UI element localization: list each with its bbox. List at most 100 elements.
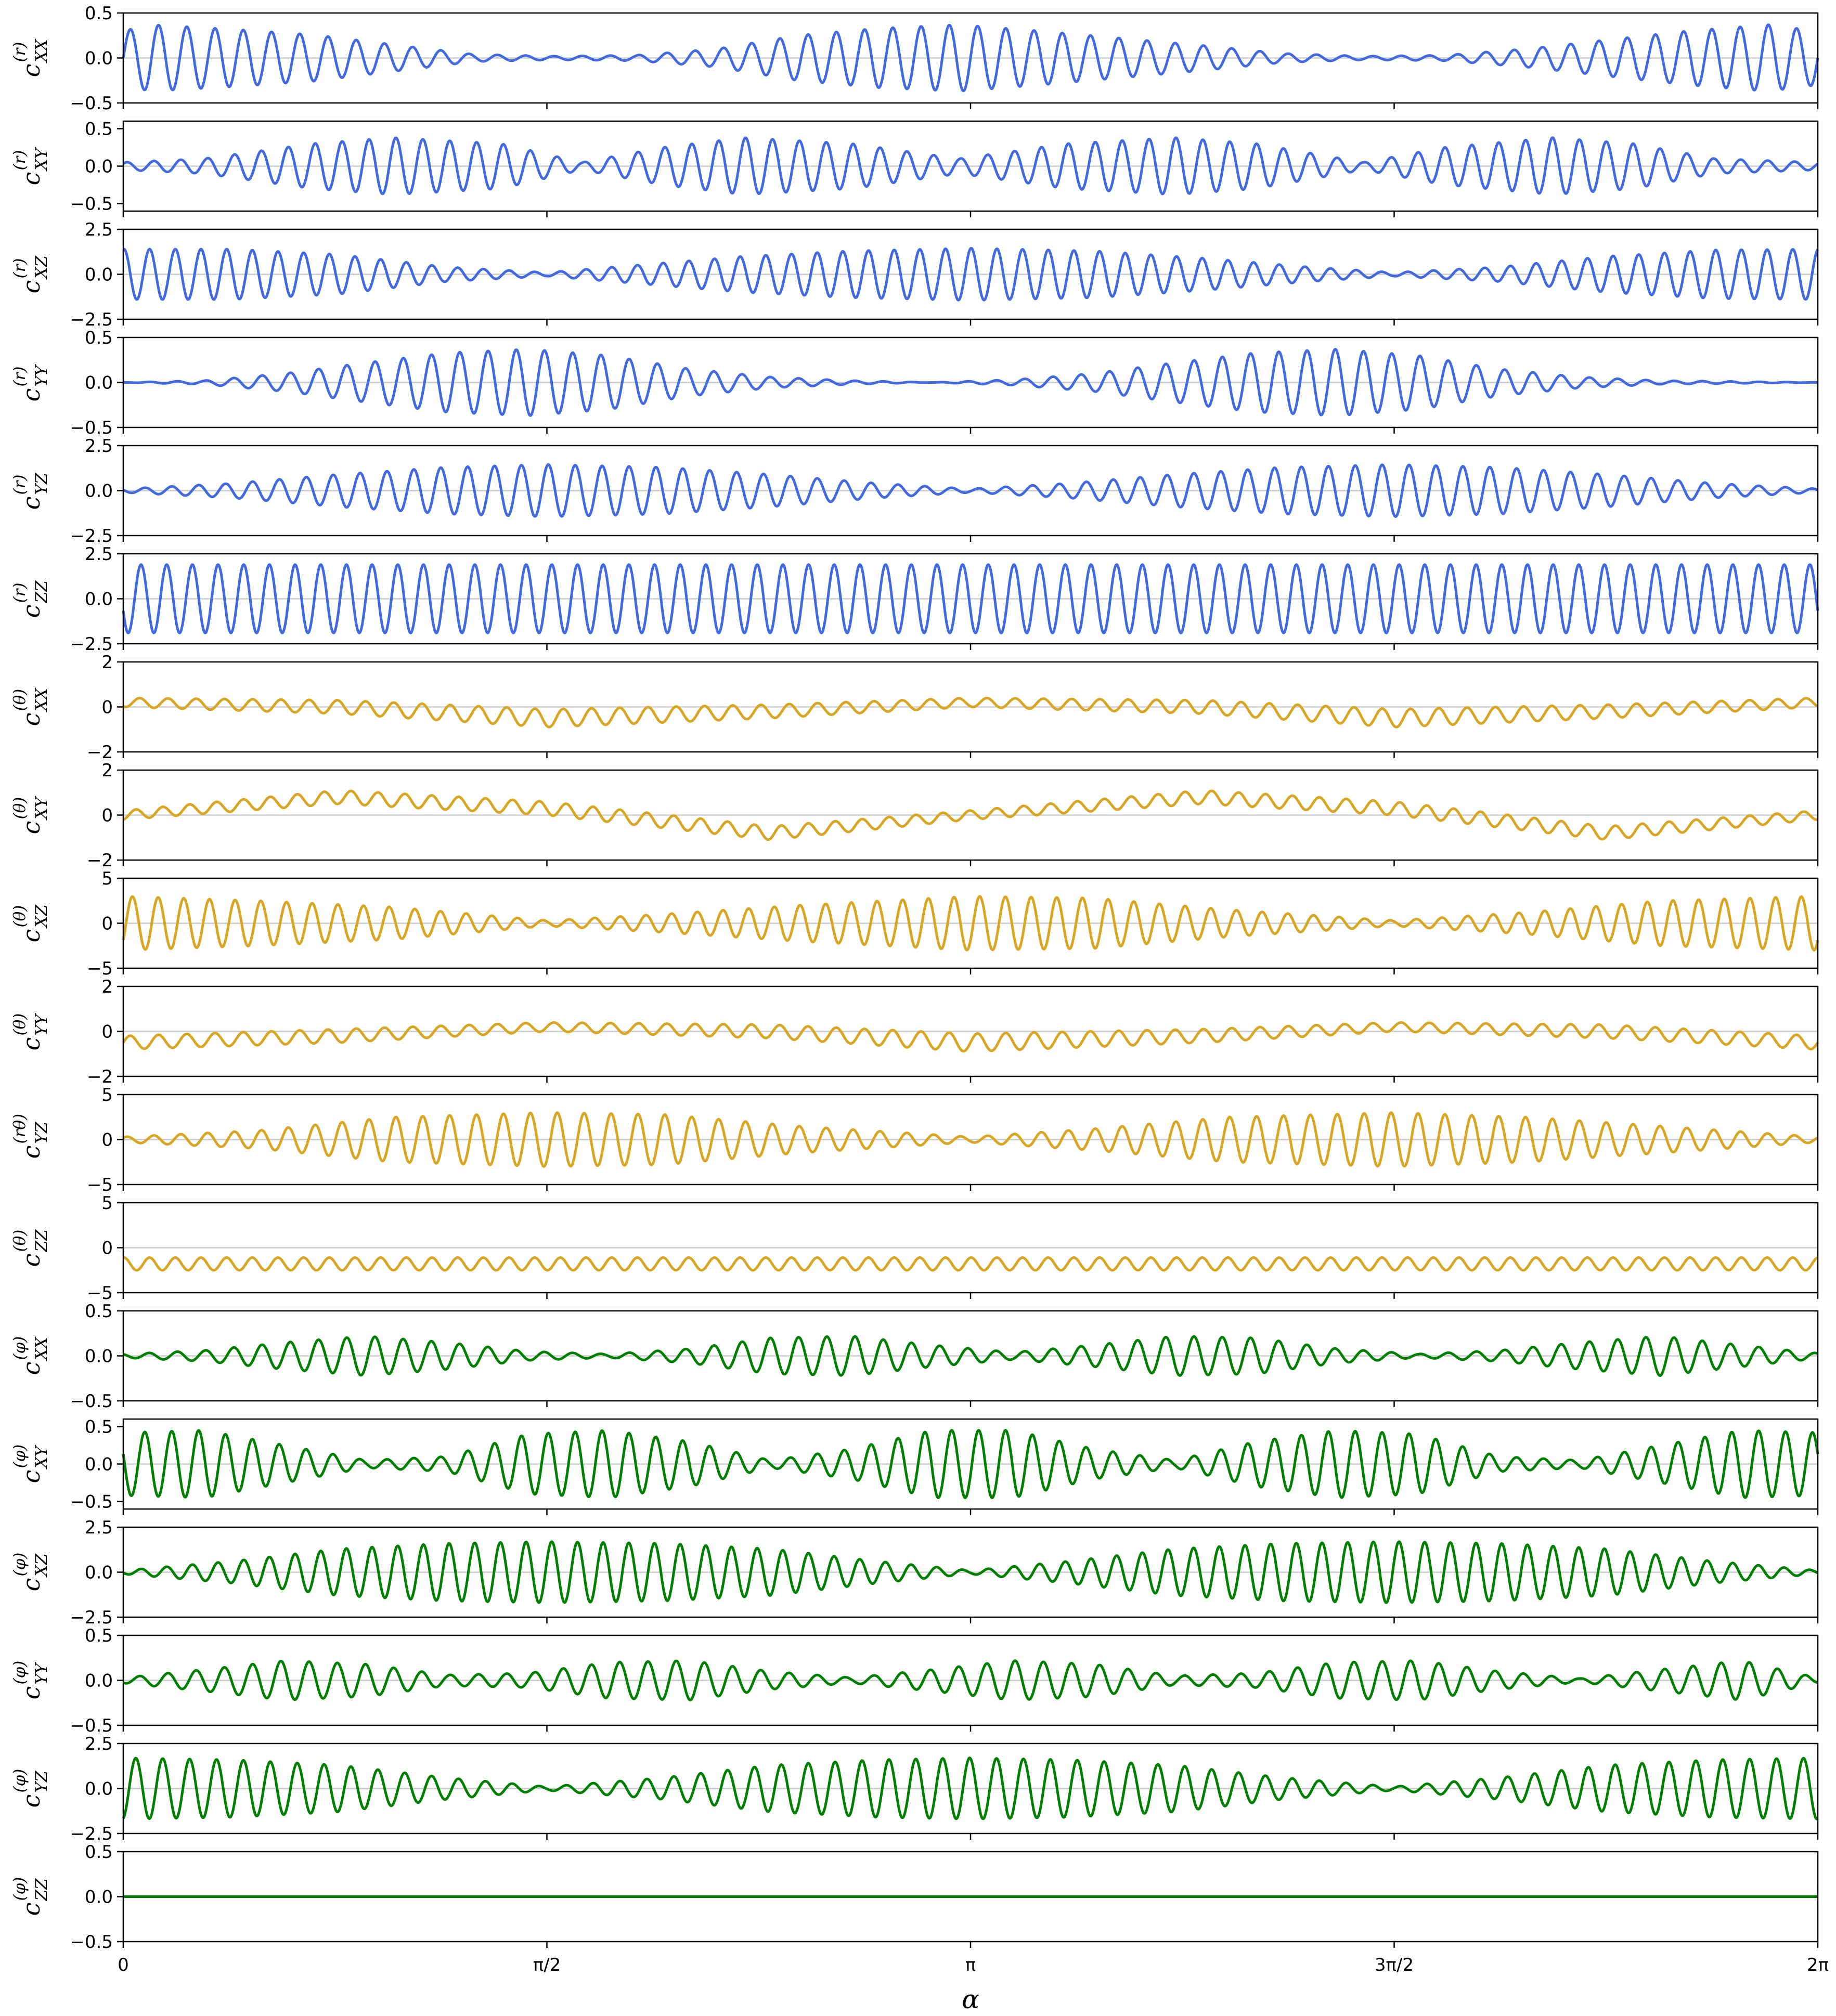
subplot: 5 0 −5 c (θ) ZZ [10,1193,1819,1304]
y-label-superscript: (φ) [10,1336,29,1360]
y-label-base: c [17,1578,45,1592]
y-label-base: c [17,1903,45,1916]
y-tick-label: 2 [101,977,113,997]
y-tick-label: 0.0 [85,1779,113,1800]
y-label-superscript: (r) [10,366,29,386]
y-label-subscript: ZZ [32,1229,51,1253]
y-tick-label: 0.0 [85,589,113,610]
subplot: 2 0 −2 c (θ) XX [10,652,1819,763]
y-axis-label: c(θ) XZ [10,904,51,942]
y-label-base: c [17,1686,45,1700]
y-tick-label: −2 [87,850,113,871]
y-tick-label: 0.0 [85,1887,113,1908]
data-series-line [122,895,1819,952]
y-axis-label: c(θ) XY [10,796,51,834]
y-label-superscript: (θ) [10,905,29,928]
y-label-superscript: (θ) [10,1230,29,1252]
y-axis-label: c (r) YZ [10,473,51,510]
y-label-subscript: YY [32,1013,51,1035]
data-series-line [122,1111,1819,1168]
y-tick-label: 2 [101,652,113,673]
data-series-line [122,1540,1819,1604]
y-axis-label: c (r) YY [10,364,51,401]
y-tick-label: 0.0 [85,481,113,502]
shared-x-axis: 0 π/2 π 3π/2 2π [118,1955,1829,1975]
y-label-subscript: YZ [32,1122,51,1143]
data-series-line [122,1429,1819,1499]
y-label-subscript: ZZ [32,1878,51,1902]
y-label-base: c [17,605,45,618]
x-tick-label: π/2 [533,1955,561,1975]
y-tick-label: 0 [101,805,113,826]
y-label-superscript: (θ) [10,797,29,820]
subplot: 2.5 0.0 −2.5 c (r) XZ [10,219,1819,330]
data-series-line [122,563,1819,634]
y-tick-label: 0.0 [85,373,113,394]
y-tick-label: 0.0 [85,265,113,285]
y-tick-label: 0.5 [85,119,113,139]
y-tick-label: 2.5 [85,436,113,457]
y-tick-label: 0.0 [85,1671,113,1692]
y-label-superscript: (r) [10,474,29,495]
y-label-superscript: (rθ) [10,1114,29,1144]
subplot: 2.5 0.0 −2.5 c (r) ZZ [10,544,1819,655]
y-label-base: c [17,821,45,835]
y-tick-label: 2.5 [85,219,113,240]
y-axis-label: c (φ) ZZ [10,1877,51,1916]
data-series-line [122,463,1819,518]
data-series-line [122,789,1819,841]
subplot: 2.5 0.0 −2.5 c (r) YZ [10,436,1819,547]
y-tick-label: 0.5 [85,1301,113,1322]
y-tick-label: 0.0 [85,48,113,69]
y-axis-label: c(φ) XZ [10,1553,51,1592]
subplot: 5 0 −5 c(θ) XZ [10,868,1819,979]
y-axis-label: c (θ) ZZ [10,1229,51,1267]
x-tick-label: 0 [118,1955,129,1975]
y-label-base: c [17,280,45,294]
data-series-line [122,23,1819,93]
y-label-subscript: XZ [32,255,51,279]
y-axis-label: c (r) ZZ [10,580,51,618]
y-label-base: c [17,713,45,726]
y-tick-label: 5 [101,1085,113,1105]
y-label-base: c [17,1362,45,1375]
subplot: 0.5 0.0 −0.5 c (φ) XX [10,1301,1819,1412]
y-tick-label: 2.5 [85,1517,113,1538]
y-tick-label: 0.5 [85,1625,113,1646]
y-label-subscript: XZ [32,1553,51,1577]
y-axis-label: c (φ) XY [10,1445,51,1484]
y-tick-label: 0.5 [85,3,113,24]
y-label-subscript: XY [32,147,51,171]
y-tick-label: −0.5 [70,194,113,215]
y-tick-label: −2.5 [70,526,113,547]
data-series-line [122,246,1819,302]
y-axis-label: c (θ) XX [10,687,51,726]
y-label-subscript: XY [32,796,51,820]
y-axis-label: c (r) XZ [10,255,51,293]
y-label-subscript: XY [32,1445,51,1469]
y-label-superscript: (φ) [10,1445,29,1468]
y-tick-label: −2.5 [70,309,113,330]
y-tick-label: 2.5 [85,1734,113,1754]
subplot: 0.5 0.0 −0.5 c (r) XX [10,3,1819,114]
y-tick-label: 0 [101,1238,113,1259]
data-series-line [122,1757,1819,1820]
y-label-subscript: YZ [32,473,51,495]
y-tick-label: −0.5 [70,1932,113,1953]
y-label-subscript: YY [32,364,51,386]
y-label-base: c [17,1037,45,1051]
y-label-base: c [17,929,45,943]
subplot: 2 0 −2 c(θ) XY [10,760,1819,871]
y-tick-label: −0.5 [70,1492,113,1513]
y-tick-label: 2.5 [85,544,113,565]
y-label-subscript: XX [32,38,51,63]
y-tick-label: 0 [101,914,113,934]
y-tick-label: −5 [87,1175,113,1195]
y-tick-label: 0 [101,1130,113,1151]
x-axis-label: α [962,1984,979,2014]
y-label-superscript: (φ) [10,1769,29,1793]
y-label-superscript: (r) [10,258,29,278]
y-label-subscript: XX [32,1336,51,1361]
x-tick-label: 2π [1807,1955,1829,1975]
